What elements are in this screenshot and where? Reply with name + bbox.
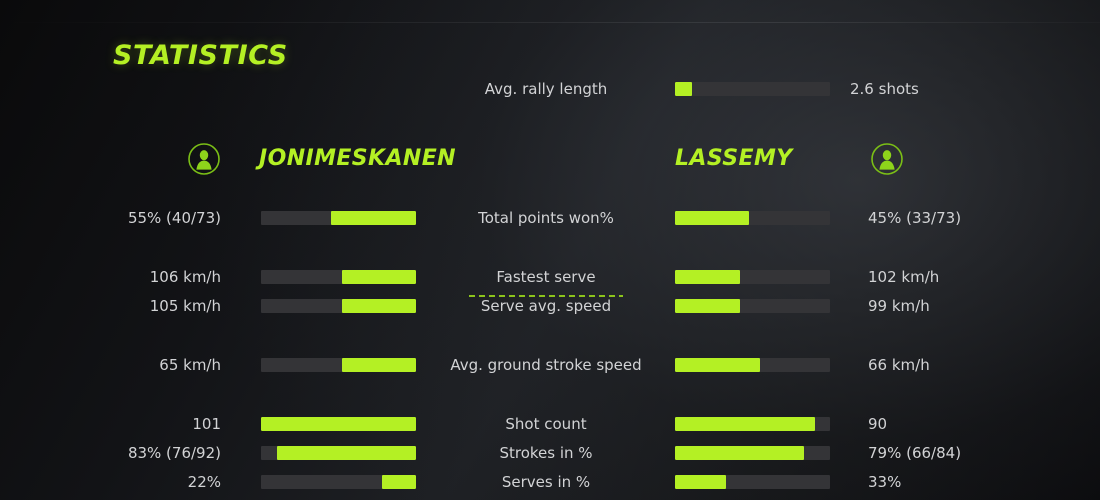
stat-value-right: 99 km/h: [868, 297, 930, 315]
stat-bar-right-fill: [675, 446, 804, 460]
stat-bar-right: [675, 211, 830, 225]
stat-row: 55% (40/73) Total points won% 45% (33/73…: [0, 207, 1100, 229]
stat-value-left: 83% (76/92): [127, 444, 221, 462]
players-header-row: JONIMESKANEN LASSEMY: [0, 140, 1100, 297]
stat-value-left: 105 km/h: [149, 297, 221, 315]
stat-bar-left-fill: [341, 299, 416, 313]
stat-value-left: 65 km/h: [159, 356, 221, 374]
stat-bar-right: [675, 270, 830, 284]
stat-bar-left: [261, 211, 416, 225]
stat-row: 83% (76/92) Strokes in % 79% (66/84): [0, 442, 1100, 464]
stat-bar-left-fill: [276, 446, 416, 460]
rally-length-bar: [675, 82, 830, 96]
person-avatar-icon: [870, 142, 904, 176]
stat-value-left: 106 km/h: [149, 268, 221, 286]
stat-bar-left: [261, 475, 416, 489]
stat-bar-right-fill: [675, 299, 741, 313]
stat-bar-left-fill: [330, 211, 416, 225]
stat-value-left: 22%: [187, 473, 221, 491]
stat-bar-left-fill: [261, 417, 416, 431]
stat-label: Total points won%: [478, 209, 614, 227]
stat-row: 65 km/h Avg. ground stroke speed 66 km/h: [0, 354, 1100, 376]
stat-label: Serve avg. speed: [480, 297, 612, 315]
stat-label: Serves in %: [501, 473, 591, 491]
stat-bar-left: [261, 270, 416, 284]
stat-row: 22% Serves in % 33%: [0, 471, 1100, 493]
stat-value-right: 45% (33/73): [868, 209, 962, 227]
stat-bar-right-fill: [675, 358, 761, 372]
top-divider: [0, 22, 1100, 23]
stat-value-right: 102 km/h: [868, 268, 940, 286]
stat-bar-right: [675, 446, 830, 460]
stat-bar-right: [675, 475, 830, 489]
stat-bar-right-fill: [675, 211, 750, 225]
stat-value-right: 79% (66/84): [868, 444, 962, 462]
rally-length-bar-fill: [675, 82, 693, 96]
players-separator: [469, 295, 623, 297]
stat-row: 101 Shot count 90: [0, 413, 1100, 435]
stat-bar-left: [261, 299, 416, 313]
stat-value-right: 90: [868, 415, 888, 433]
stat-bar-right-fill: [675, 417, 815, 431]
stat-bar-right: [675, 358, 830, 372]
player-name-right: LASSEMY: [675, 146, 793, 171]
rally-length-value: 2.6 shots: [850, 80, 919, 98]
rally-length-row: Avg. rally length 2.6 shots: [0, 78, 1100, 100]
stat-label: Shot count: [505, 415, 587, 433]
stat-label: Avg. ground stroke speed: [450, 356, 642, 374]
stat-bar-left: [261, 446, 416, 460]
stat-label: Strokes in %: [499, 444, 593, 462]
player-name-left: JONIMESKANEN: [259, 146, 456, 171]
stat-bar-left: [261, 358, 416, 372]
stat-bar-right: [675, 417, 830, 431]
stat-value-left: 55% (40/73): [127, 209, 221, 227]
stat-bar-left-fill: [341, 270, 416, 284]
stat-bar-left-fill: [381, 475, 416, 489]
stat-bar-right: [675, 299, 830, 313]
page-title: STATISTICS: [113, 40, 288, 71]
stat-value-right: 66 km/h: [868, 356, 930, 374]
stat-row: 105 km/h Serve avg. speed 99 km/h: [0, 295, 1100, 317]
stat-bar-left: [261, 417, 416, 431]
stat-value-right: 33%: [868, 473, 902, 491]
person-avatar-icon: [187, 142, 221, 176]
stat-row: 106 km/h Fastest serve 102 km/h: [0, 266, 1100, 288]
stat-bar-right-fill: [675, 475, 727, 489]
stat-bar-right-fill: [675, 270, 741, 284]
stat-label: Fastest serve: [496, 268, 596, 286]
stat-bar-left-fill: [341, 358, 416, 372]
stat-value-left: 101: [192, 415, 221, 433]
rally-length-label: Avg. rally length: [484, 80, 608, 98]
